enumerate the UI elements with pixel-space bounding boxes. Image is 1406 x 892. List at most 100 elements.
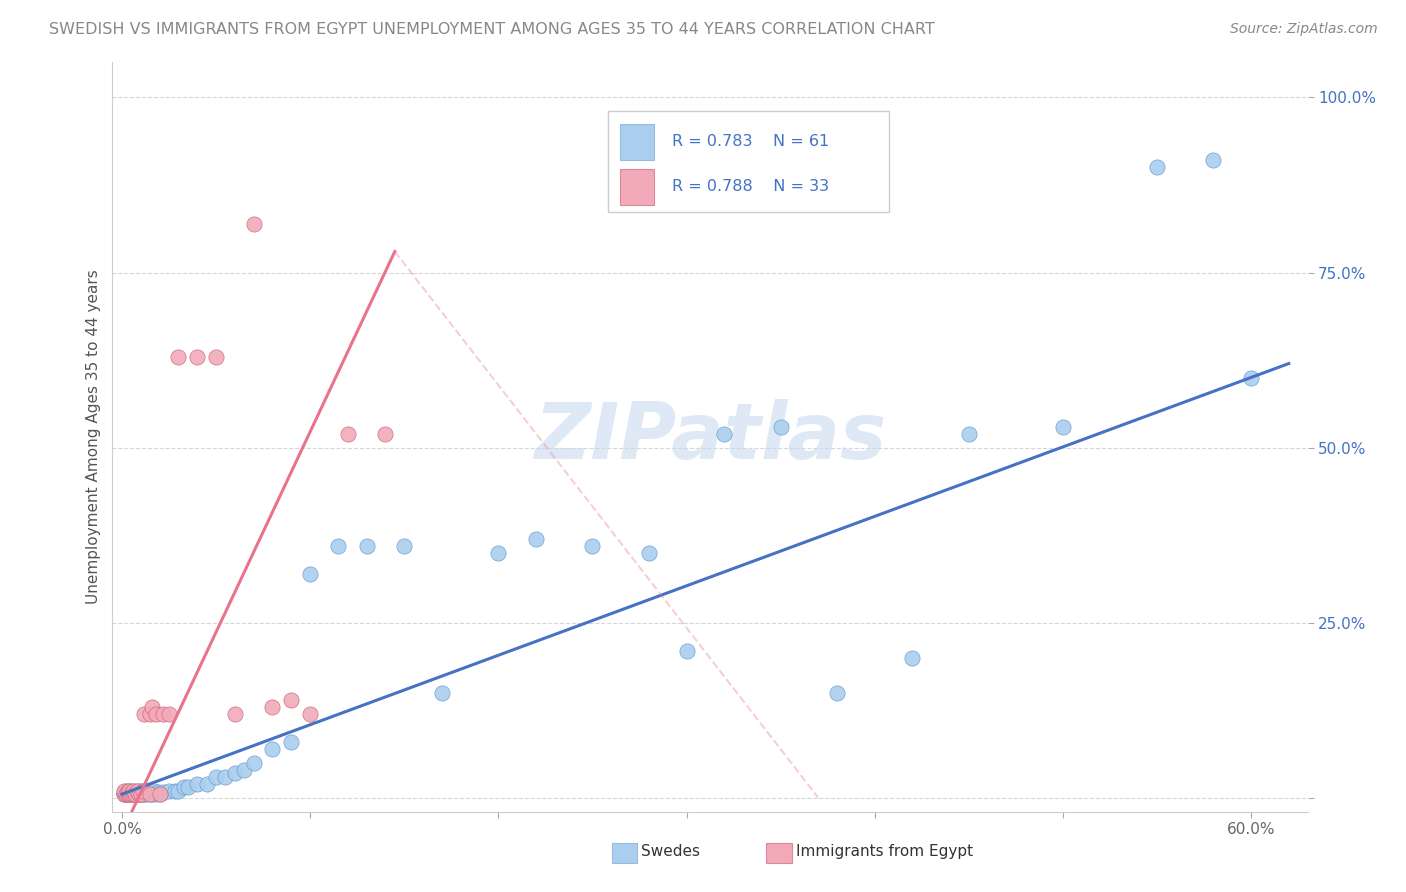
Point: [356, 539, 378, 553]
Point: [280, 734, 302, 748]
Point: [120, 787, 142, 801]
Point: [769, 419, 792, 434]
Point: [224, 706, 246, 721]
Point: [148, 787, 170, 801]
Point: [124, 787, 146, 801]
Point: [524, 532, 547, 546]
Text: Swedes: Swedes: [641, 845, 700, 859]
Point: [957, 426, 980, 441]
Point: [129, 787, 152, 801]
Point: [114, 783, 136, 797]
Point: [157, 783, 180, 797]
Point: [186, 350, 208, 364]
Point: [167, 783, 190, 797]
Point: [146, 785, 169, 799]
Point: [637, 546, 659, 560]
Point: [1052, 419, 1074, 434]
Point: [713, 426, 735, 441]
Point: [141, 699, 163, 714]
Point: [336, 426, 359, 441]
Point: [163, 783, 186, 797]
Point: [125, 783, 148, 797]
Point: [1202, 153, 1225, 168]
Point: [214, 770, 236, 784]
Point: [135, 787, 157, 801]
Point: [128, 787, 150, 801]
Point: [392, 539, 415, 553]
Point: [177, 780, 200, 795]
Point: [224, 766, 246, 780]
Point: [1240, 370, 1263, 384]
Point: [205, 350, 228, 364]
Point: [242, 756, 264, 770]
Point: [136, 783, 159, 797]
Point: [581, 539, 603, 553]
Point: [131, 787, 153, 801]
Point: [141, 787, 163, 801]
Point: [129, 783, 152, 797]
Point: [117, 785, 139, 799]
Point: [139, 706, 162, 721]
Point: [120, 783, 142, 797]
Point: [122, 787, 145, 801]
Point: [117, 787, 139, 801]
Point: [1146, 161, 1168, 175]
Point: [152, 706, 174, 721]
Point: [118, 783, 141, 797]
Point: [118, 787, 141, 801]
FancyBboxPatch shape: [620, 124, 654, 160]
Point: [148, 787, 170, 801]
Point: [157, 706, 180, 721]
Point: [128, 787, 150, 801]
Point: [128, 783, 150, 797]
Point: [114, 787, 136, 801]
Text: Immigrants from Egypt: Immigrants from Egypt: [796, 845, 973, 859]
Point: [152, 785, 174, 799]
Point: [280, 692, 302, 706]
Text: R = 0.788    N = 33: R = 0.788 N = 33: [672, 179, 830, 194]
Text: R = 0.783    N = 61: R = 0.783 N = 61: [672, 135, 830, 149]
Point: [167, 350, 190, 364]
Point: [139, 787, 162, 801]
Y-axis label: Unemployment Among Ages 35 to 44 years: Unemployment Among Ages 35 to 44 years: [86, 269, 101, 605]
Point: [129, 787, 152, 801]
Point: [299, 706, 322, 721]
Point: [131, 783, 153, 797]
Point: [122, 787, 145, 801]
Point: [112, 785, 135, 799]
Point: [262, 741, 284, 756]
Point: [124, 783, 146, 797]
Point: [299, 566, 322, 581]
FancyBboxPatch shape: [620, 169, 654, 205]
Point: [134, 706, 156, 721]
Point: [114, 787, 136, 801]
Point: [124, 787, 146, 801]
Point: [328, 539, 350, 553]
Point: [112, 787, 135, 801]
Point: [233, 763, 256, 777]
Point: [262, 699, 284, 714]
Point: [186, 777, 208, 791]
Point: [374, 426, 396, 441]
Point: [117, 787, 139, 801]
Point: [486, 546, 509, 560]
Point: [145, 787, 167, 801]
Point: [118, 787, 141, 801]
Text: ZIPatlas: ZIPatlas: [534, 399, 886, 475]
Point: [195, 777, 218, 791]
Point: [825, 686, 848, 700]
Point: [117, 783, 139, 797]
Point: [142, 783, 165, 797]
Text: SWEDISH VS IMMIGRANTS FROM EGYPT UNEMPLOYMENT AMONG AGES 35 TO 44 YEARS CORRELAT: SWEDISH VS IMMIGRANTS FROM EGYPT UNEMPLO…: [49, 22, 935, 37]
Point: [242, 217, 264, 231]
Point: [112, 783, 135, 797]
Point: [134, 787, 156, 801]
FancyBboxPatch shape: [609, 112, 889, 212]
Point: [145, 706, 167, 721]
Point: [112, 787, 135, 801]
Point: [675, 643, 697, 657]
Point: [173, 780, 195, 795]
Point: [122, 783, 145, 797]
Point: [120, 787, 142, 801]
Text: Source: ZipAtlas.com: Source: ZipAtlas.com: [1230, 22, 1378, 37]
